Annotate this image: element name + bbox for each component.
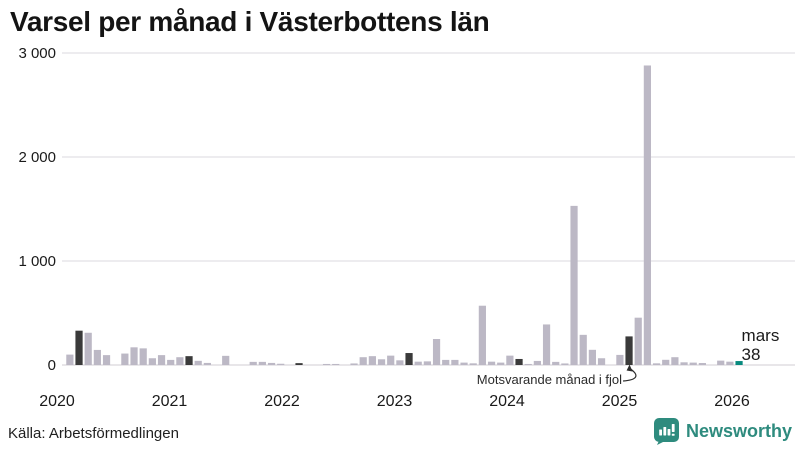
bar-2024-02 xyxy=(506,355,514,365)
y-tick-label-3000: 3 000 xyxy=(18,45,56,62)
bar-2021-11 xyxy=(258,361,266,365)
bar-2020-05 xyxy=(93,349,101,365)
annotation-text: Motsvarande månad i fjol xyxy=(477,372,622,387)
bar-2020-11 xyxy=(148,358,156,365)
bar-2022-06 xyxy=(322,363,331,365)
bar-2022-10 xyxy=(359,357,367,365)
y-tick-label-1000: 1 000 xyxy=(18,253,56,270)
bar-2025-08 xyxy=(671,357,679,365)
current-month-label: mars xyxy=(742,326,780,345)
bar-2024-07 xyxy=(552,361,560,365)
bar-2025-09 xyxy=(680,362,688,365)
bar-2023-05 xyxy=(423,361,431,365)
bar-2024-04 xyxy=(524,363,532,365)
bar-2020-02 xyxy=(66,354,74,365)
bar-2021-05 xyxy=(203,362,211,365)
bar-2020-03 xyxy=(75,330,83,365)
bar-2020-12 xyxy=(157,355,166,365)
x-tick-label-2025: 2025 xyxy=(602,393,638,410)
bar-2025-07 xyxy=(662,359,670,365)
bar-2026-02 xyxy=(726,361,734,365)
bar-2023-01 xyxy=(387,355,395,365)
bar-2021-03 xyxy=(185,356,193,365)
bar-2025-03 xyxy=(625,336,633,365)
source-caption: Källa: Arbetsförmedlingen xyxy=(8,425,179,442)
x-tick-label-2026: 2026 xyxy=(714,393,750,410)
bar-2025-05 xyxy=(643,65,651,365)
x-tick-label-2021: 2021 xyxy=(152,393,188,410)
bar-2024-09 xyxy=(570,205,578,365)
newsworthy-logo-text: Newsworthy xyxy=(685,421,792,441)
bar-2025-02 xyxy=(616,354,624,365)
bar-2025-11 xyxy=(698,363,706,365)
bar-2021-02 xyxy=(176,357,184,365)
current-value-label: 38 xyxy=(742,345,761,364)
bar-2024-12 xyxy=(597,358,606,365)
bar-2023-08 xyxy=(451,359,459,365)
bar-2022-11 xyxy=(368,356,376,365)
bar-2022-09 xyxy=(350,363,358,365)
bar-2020-04 xyxy=(84,332,92,365)
bar-2020-09 xyxy=(130,347,138,365)
annotation-arrowhead xyxy=(626,364,633,372)
bar-2022-12 xyxy=(377,359,386,365)
bar-2023-07 xyxy=(442,359,450,365)
bar-2025-10 xyxy=(689,362,697,365)
chart-footer: Källa: Arbetsförmedlingen Newsworthy xyxy=(0,418,800,448)
y-tick-label-2000: 2 000 xyxy=(18,149,56,166)
bar-2024-10 xyxy=(579,334,587,365)
bar-2022-03 xyxy=(295,363,303,365)
x-tick-label-2020: 2020 xyxy=(39,393,75,410)
bar-2024-06 xyxy=(542,324,551,365)
page-title: Varsel per månad i Västerbottens län xyxy=(10,6,490,37)
bar-2021-10 xyxy=(249,361,257,365)
newsworthy-logo[interactable]: Newsworthy xyxy=(653,418,792,445)
x-tick-label-2023: 2023 xyxy=(377,393,413,410)
bar-2025-06 xyxy=(652,363,661,365)
annotation-arrow xyxy=(623,368,637,382)
bar-2024-01 xyxy=(497,362,505,365)
bar-2023-10 xyxy=(469,363,477,365)
bar-2026-01 xyxy=(717,360,725,365)
bar-2026-03 xyxy=(735,361,743,365)
bar-2024-03 xyxy=(515,358,523,365)
x-tick-label-2024: 2024 xyxy=(489,393,525,410)
bar-2024-05 xyxy=(533,360,541,365)
bar-2024-11 xyxy=(588,349,596,365)
bar-2023-09 xyxy=(460,362,468,365)
bar-2023-11 xyxy=(478,305,486,365)
bar-2020-06 xyxy=(102,355,111,365)
bar-2023-02 xyxy=(396,360,404,365)
bar-2025-04 xyxy=(634,317,642,365)
bar-2021-12 xyxy=(267,362,276,365)
bar-2020-10 xyxy=(139,348,147,365)
bar-2020-08 xyxy=(121,353,129,365)
bar-2023-06 xyxy=(432,339,441,365)
bar-2024-08 xyxy=(561,363,569,365)
bar-2021-04 xyxy=(194,360,202,365)
bar-2022-07 xyxy=(332,363,340,365)
bar-2023-03 xyxy=(405,353,413,365)
bar-2021-01 xyxy=(167,359,175,365)
x-tick-label-2022: 2022 xyxy=(264,393,300,410)
bar-2023-12 xyxy=(487,361,496,365)
bar-2022-01 xyxy=(277,363,285,365)
y-tick-label-0: 0 xyxy=(48,357,56,374)
bar-2023-04 xyxy=(414,361,422,365)
newsworthy-logo-icon xyxy=(653,418,679,445)
bar-2021-07 xyxy=(222,355,230,365)
